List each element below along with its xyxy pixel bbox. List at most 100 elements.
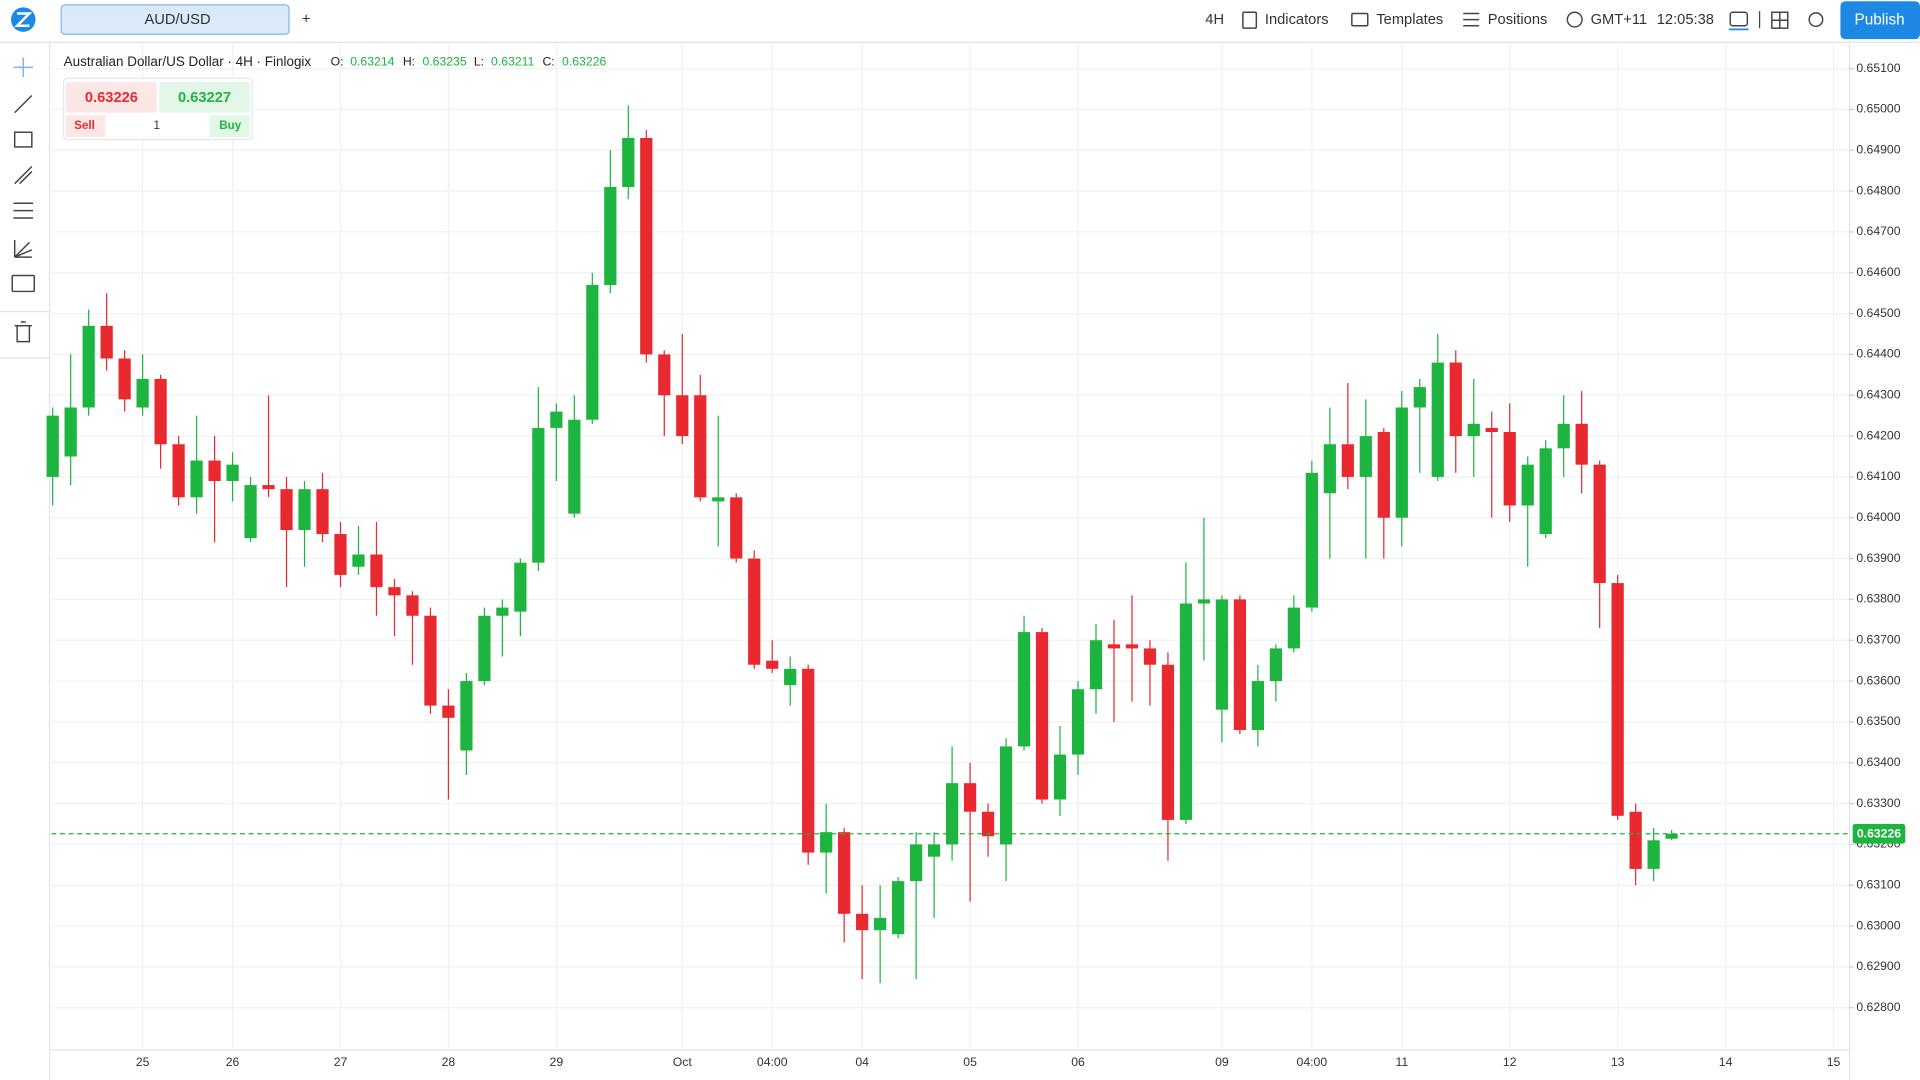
y-tick-label: 0.63300: [1856, 796, 1900, 810]
candle-body: [1503, 431, 1516, 506]
candle-body: [1557, 423, 1570, 449]
candle-body: [226, 464, 239, 481]
symbol-tab[interactable]: [60, 4, 290, 35]
y-tick-label: 0.64500: [1856, 306, 1900, 320]
x-tick-label: 04: [855, 1055, 869, 1069]
candle-body: [1107, 644, 1121, 649]
candle-body: [604, 186, 617, 285]
buy-price: 0.63227: [178, 90, 231, 106]
candle-body: [981, 811, 995, 837]
ohlc-value: 0.63211: [491, 55, 535, 69]
candle-body: [1611, 583, 1624, 816]
snapshot-icon[interactable]: [1729, 11, 1749, 27]
candle-body: [784, 668, 797, 686]
candle-body: [1575, 423, 1588, 465]
buy-button[interactable]: [159, 82, 250, 113]
candle-body: [856, 913, 869, 931]
candle-body: [1539, 448, 1552, 535]
candle-body: [496, 607, 509, 616]
x-tick-label: 13: [1611, 1055, 1625, 1069]
templates-icon: [1351, 12, 1369, 27]
settings-icon[interactable]: [1808, 12, 1824, 28]
y-tick-label: 0.64600: [1856, 265, 1900, 279]
candle-body: [1269, 648, 1282, 682]
y-tick-label: 0.64100: [1856, 469, 1900, 483]
rectangle-tool[interactable]: [13, 131, 33, 148]
x-tick-label: 04:00: [757, 1055, 788, 1069]
publish-label: Publish: [1855, 11, 1905, 28]
candle-body: [442, 705, 455, 718]
x-tick-label: 15: [1827, 1055, 1841, 1069]
text-tool[interactable]: [11, 274, 36, 293]
positions-icon: [1463, 12, 1480, 27]
candles: [46, 105, 1678, 984]
candle-body: [1071, 689, 1085, 755]
publish-button[interactable]: [1840, 1, 1920, 40]
last-price-box: [1852, 823, 1906, 844]
logo-mark: [14, 12, 33, 27]
sell-button[interactable]: [66, 82, 157, 113]
candle-body: [46, 415, 59, 477]
candle-body: [1449, 362, 1462, 437]
candle-body: [712, 497, 725, 502]
sell-label-box[interactable]: [66, 115, 106, 138]
candle-body: [64, 407, 77, 457]
candle-body: [370, 554, 383, 588]
candle-body: [1233, 599, 1247, 731]
candle-body: [1377, 431, 1390, 518]
indicators-icon: [1242, 11, 1258, 29]
x-tick-label: 26: [226, 1055, 240, 1069]
candle-body: [586, 284, 599, 420]
menu-positions[interactable]: Positions: [1488, 12, 1548, 28]
candle-body: [1089, 640, 1103, 690]
quantity[interactable]: 1: [154, 119, 160, 132]
channel-tool[interactable]: [14, 166, 33, 185]
candle-body: [1017, 632, 1031, 747]
y-tick-label: 0.64700: [1856, 224, 1900, 238]
x-tick-label: 27: [334, 1055, 348, 1069]
y-tick-label: 0.64900: [1856, 142, 1900, 156]
add-tab[interactable]: +: [302, 11, 311, 27]
x-tick-label: 14: [1719, 1055, 1733, 1069]
y-tick-label: 0.62900: [1856, 959, 1900, 973]
x-tick-label: 12: [1503, 1055, 1517, 1069]
ohlc-value: 0.63226: [562, 55, 606, 69]
candle-body: [1395, 407, 1408, 518]
delete-tool[interactable]: [14, 321, 32, 343]
crosshair-tool[interactable]: [13, 57, 34, 78]
symbol-info: Australian Dollar/US Dollar · 4H · Finlo…: [64, 54, 312, 69]
candle-body: [730, 497, 743, 559]
candle-body: [1323, 444, 1336, 494]
candle-body: [1053, 754, 1067, 800]
logo[interactable]: [11, 7, 36, 32]
ohlc-label: H:: [403, 55, 415, 69]
candle-body: [406, 595, 419, 616]
candle-body: [568, 419, 581, 514]
candle-body: [190, 460, 203, 498]
menu-indicators[interactable]: Indicators: [1265, 12, 1329, 28]
timezone[interactable]: GMT+11: [1591, 12, 1647, 28]
x-tick-label: 04:00: [1297, 1055, 1328, 1069]
gann-tool[interactable]: [13, 240, 33, 258]
trendline-tool[interactable]: [14, 94, 33, 114]
fib-tool[interactable]: [13, 202, 34, 219]
menu-templates[interactable]: Templates: [1376, 12, 1443, 28]
buy-label-box[interactable]: [209, 115, 250, 138]
candle-body: [1161, 664, 1175, 820]
sell-price: 0.63226: [85, 90, 138, 106]
candle-body: [910, 844, 923, 882]
candle-body: [1413, 387, 1426, 408]
candle-body: [1143, 648, 1157, 665]
interval[interactable]: 4H: [1205, 12, 1224, 28]
candle-body: [676, 395, 689, 437]
candle-body: [802, 668, 815, 853]
candle-body: [963, 783, 977, 812]
candle-body: [1521, 464, 1534, 506]
candle-body: [945, 783, 959, 845]
candle-body: [280, 489, 293, 530]
candle-body: [172, 444, 185, 498]
candle-body: [1665, 833, 1678, 839]
buy-label: Buy: [219, 119, 241, 132]
candle-body: [244, 485, 257, 539]
candle-body: [460, 681, 473, 751]
